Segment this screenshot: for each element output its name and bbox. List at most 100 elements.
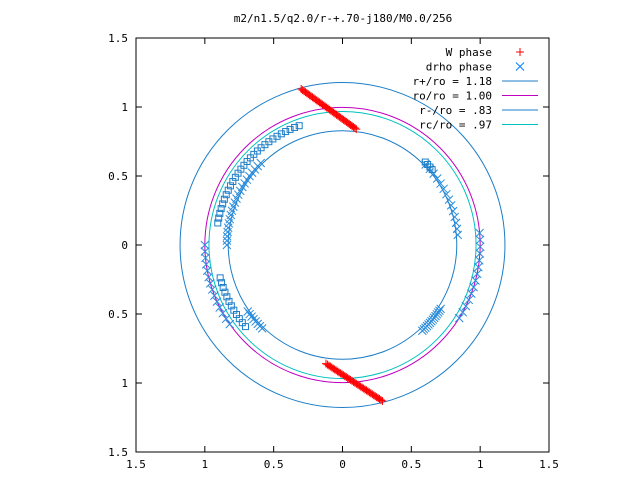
point-cross bbox=[464, 295, 474, 305]
point-square bbox=[218, 279, 226, 287]
point-plus bbox=[352, 125, 361, 134]
point-square bbox=[291, 123, 299, 131]
point-cross bbox=[212, 297, 222, 306]
y-tick-label: 0 bbox=[121, 239, 128, 252]
point-cross bbox=[221, 314, 231, 324]
point-cross bbox=[222, 231, 232, 241]
point-square bbox=[216, 209, 224, 217]
point-square bbox=[286, 125, 294, 133]
point-square bbox=[295, 122, 303, 130]
point-cross bbox=[475, 249, 485, 258]
point-cross bbox=[436, 179, 445, 188]
point-square bbox=[282, 128, 290, 136]
legend-label: ro/ro = 1.00 bbox=[413, 90, 492, 103]
x-tick-label: 0.5 bbox=[264, 458, 284, 471]
point-cross bbox=[222, 236, 232, 246]
point-square bbox=[216, 274, 224, 282]
point-square bbox=[217, 205, 225, 213]
point-square bbox=[219, 200, 227, 208]
point-cross bbox=[432, 174, 442, 183]
point-cross bbox=[243, 307, 253, 316]
y-tick-label: 0.5 bbox=[108, 170, 128, 183]
point-square bbox=[227, 302, 235, 310]
point-cross bbox=[222, 240, 232, 250]
point-square bbox=[229, 178, 237, 186]
point-plus bbox=[350, 124, 359, 133]
point-square bbox=[223, 293, 231, 301]
point-square bbox=[215, 214, 223, 222]
point-square bbox=[214, 219, 222, 227]
reference-circle bbox=[227, 130, 458, 360]
point-cross bbox=[475, 242, 485, 252]
point-square bbox=[220, 195, 228, 203]
point-cross bbox=[439, 184, 448, 194]
point-plus bbox=[378, 396, 387, 405]
legend-label: r-/ro = .83 bbox=[419, 104, 492, 117]
point-cross bbox=[225, 319, 235, 329]
point-cross bbox=[444, 195, 454, 205]
point-cross bbox=[417, 326, 427, 336]
legend-label: drho phase bbox=[426, 61, 492, 74]
y-tick-label: 1.5 bbox=[108, 32, 128, 45]
data-points bbox=[200, 85, 485, 405]
point-cross bbox=[469, 282, 478, 292]
point-square bbox=[222, 191, 230, 199]
legend-label: r+/ro = 1.18 bbox=[413, 75, 492, 88]
point-square bbox=[221, 288, 229, 296]
reference-circle bbox=[179, 82, 506, 408]
y-tick-label: 0.5 bbox=[108, 308, 128, 321]
legend-label: W phase bbox=[446, 46, 492, 59]
point-plus bbox=[376, 395, 385, 404]
point-square bbox=[225, 297, 233, 305]
point-cross bbox=[461, 301, 471, 311]
point-cross bbox=[466, 289, 476, 298]
y-tick-label: 1.5 bbox=[108, 446, 128, 459]
point-cross bbox=[453, 230, 463, 240]
point-cross bbox=[471, 276, 480, 285]
x-tick-label: 0.5 bbox=[401, 458, 421, 471]
point-cross bbox=[442, 189, 451, 199]
point-square bbox=[224, 186, 232, 194]
x-tick-label: 0 bbox=[339, 458, 346, 471]
point-square bbox=[226, 182, 234, 190]
point-cross bbox=[210, 291, 219, 301]
x-tick-label: 1 bbox=[477, 458, 484, 471]
x-tick-label: 1.5 bbox=[539, 458, 559, 471]
chart-title: m2/n1.5/q2.0/r-+.70-j180/M0.0/256 bbox=[234, 12, 453, 25]
legend-marker bbox=[516, 48, 524, 56]
point-cross bbox=[429, 169, 438, 178]
x-tick-label: 1.5 bbox=[126, 458, 146, 471]
reference-circle bbox=[208, 110, 477, 380]
point-square bbox=[428, 166, 436, 174]
point-cross bbox=[200, 240, 210, 250]
point-square bbox=[219, 283, 227, 291]
reference-circles bbox=[179, 82, 506, 408]
point-cross bbox=[218, 308, 228, 318]
point-cross bbox=[223, 227, 232, 237]
point-square bbox=[421, 158, 429, 166]
y-tick-label: 1 bbox=[121, 101, 128, 114]
point-cross bbox=[475, 235, 485, 245]
reference-circle bbox=[204, 106, 481, 384]
point-cross bbox=[204, 272, 213, 282]
point-square bbox=[277, 130, 285, 138]
point-cross bbox=[458, 307, 468, 317]
point-cross bbox=[257, 324, 267, 333]
point-cross bbox=[205, 279, 215, 288]
point-cross bbox=[215, 303, 225, 312]
point-cross bbox=[207, 285, 217, 294]
point-cross bbox=[448, 206, 458, 216]
point-cross bbox=[472, 269, 482, 279]
point-cross bbox=[247, 168, 257, 178]
x-tick-label: 1 bbox=[202, 458, 209, 471]
point-cross bbox=[446, 200, 456, 210]
point-cross bbox=[450, 212, 460, 222]
point-cross bbox=[223, 223, 233, 233]
legend-marker bbox=[515, 62, 525, 71]
point-square bbox=[241, 323, 249, 331]
point-cross bbox=[474, 262, 483, 272]
point-cross bbox=[475, 228, 484, 238]
